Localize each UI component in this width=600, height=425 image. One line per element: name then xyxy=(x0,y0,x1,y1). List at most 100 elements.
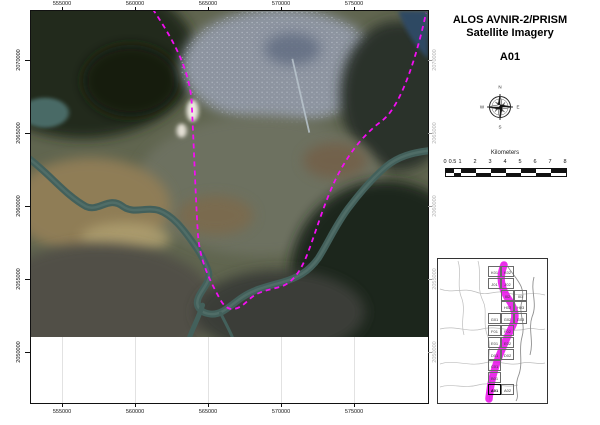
y-tick-label-left: 2070000 xyxy=(16,49,22,71)
x-tick-mark-bottom xyxy=(208,403,209,407)
inset-tile: E02 xyxy=(501,336,514,348)
scale-bar-segment xyxy=(491,169,506,173)
scale-bar-segment xyxy=(453,172,461,176)
scale-bar-segment xyxy=(551,172,566,176)
scale-tick-label: 3 xyxy=(488,159,492,165)
urban-speckle xyxy=(180,11,381,124)
river-branch-small xyxy=(219,311,234,337)
scale-bar-graphic xyxy=(445,168,567,177)
x-tick-label-bottom: 560000 xyxy=(125,409,145,415)
scale-tick-label: 4 xyxy=(503,159,507,165)
x-tick-label-bottom: 570000 xyxy=(271,409,291,415)
y-tick-mark-right xyxy=(428,60,432,61)
inset-tile: J01 xyxy=(488,277,501,289)
scale-bar-segment xyxy=(491,172,506,176)
inset-overview-map: K01 K02 J01 J02 I02 I03 H02 H03 G01 G02 G03 F01 F02 E… xyxy=(437,258,548,404)
y-tick-mark-right xyxy=(428,133,432,134)
margin-gridline xyxy=(62,337,63,403)
y-tick-mark-right xyxy=(428,206,432,207)
inset-tile: H03 xyxy=(514,301,527,313)
inset-tile: I03 xyxy=(514,289,527,301)
margin-gridline xyxy=(281,337,282,403)
map-title-line1: ALOS AVNIR-2/PRISM xyxy=(452,14,568,26)
y-tick-label-left: 2060000 xyxy=(16,195,22,217)
y-tick-label-left: 2065000 xyxy=(16,122,22,144)
compass-w-label: W xyxy=(479,104,485,110)
x-tick-label-top: 555000 xyxy=(52,1,72,7)
dark-plain-south xyxy=(195,270,366,337)
compass-star-icon xyxy=(486,93,514,121)
y-tick-mark-right xyxy=(428,352,432,353)
y-tick-mark-left xyxy=(25,133,30,134)
y-tick-label-left: 2050000 xyxy=(16,341,22,363)
scale-bar-segment xyxy=(521,172,536,176)
inset-tile: G02 xyxy=(501,313,514,325)
scene-boundary-dashed-line xyxy=(152,11,427,310)
satellite-swath-band xyxy=(485,261,519,403)
scale-bar-segment xyxy=(476,172,491,176)
scrubland-southwest xyxy=(31,243,216,337)
scale-bar-segment xyxy=(536,169,551,173)
y-tick-mark-left xyxy=(25,352,30,353)
scale-bar-segment xyxy=(461,172,476,176)
scale-bar-segment xyxy=(446,169,454,173)
x-tick-mark-top xyxy=(281,7,282,10)
satellite-image xyxy=(31,11,428,337)
compass-n-label: N xyxy=(498,84,502,90)
scale-tick-label: 1 xyxy=(458,159,462,165)
margin-gridline xyxy=(135,337,136,403)
x-tick-label-top: 570000 xyxy=(271,1,291,7)
river-branch xyxy=(187,302,206,337)
inset-tile: K01 xyxy=(488,266,501,277)
scale-bar-segment xyxy=(506,169,521,173)
inset-tile: C01 xyxy=(488,360,501,372)
dark-forest-knot xyxy=(82,44,179,117)
y-tick-mark-left xyxy=(25,60,30,61)
inset-tile: D02 xyxy=(501,348,514,360)
scale-tick-label: 6 xyxy=(533,159,537,165)
inset-tile: E01 xyxy=(488,336,501,348)
inset-tile: I02 xyxy=(501,289,514,301)
y-tick-mark-left xyxy=(25,206,30,207)
scale-tick-label: 5 xyxy=(518,159,522,165)
x-tick-mark-bottom xyxy=(281,403,282,407)
inset-tile: H02 xyxy=(501,301,514,313)
scale-bar-segment xyxy=(476,169,491,173)
water-patch-west xyxy=(31,97,69,128)
compass-rose: N S W E xyxy=(479,84,520,130)
margin-gridline xyxy=(208,337,209,403)
inset-tile: J02 xyxy=(501,277,514,289)
x-tick-mark-top xyxy=(208,7,209,10)
ridge-east xyxy=(340,20,428,171)
inset-tile: F01 xyxy=(488,325,501,336)
y-tick-label-left: 2055000 xyxy=(16,268,22,290)
x-tick-label-top: 575000 xyxy=(344,1,364,7)
inset-tile: A02 xyxy=(501,384,514,395)
x-tick-label-bottom: 575000 xyxy=(344,409,364,415)
inset-tile: D01 xyxy=(488,348,501,360)
x-tick-label-bottom: 555000 xyxy=(52,409,72,415)
urban-core xyxy=(264,32,321,65)
compass-s-label: S xyxy=(498,124,502,130)
cloud-patch xyxy=(176,123,187,138)
water-corner-northeast xyxy=(398,11,428,59)
x-tick-mark-top xyxy=(354,7,355,10)
map-margin-strip xyxy=(31,337,428,403)
x-tick-mark-bottom xyxy=(135,403,136,407)
brown-field-patch xyxy=(303,142,368,179)
x-tick-mark-bottom xyxy=(62,403,63,407)
scale-tick-label: 8 xyxy=(563,159,567,165)
scale-bar-segment xyxy=(521,169,536,173)
x-tick-mark-top xyxy=(135,7,136,10)
margin-gridline xyxy=(354,337,355,403)
inset-tile: K02 xyxy=(501,266,514,277)
scale-bar-segment xyxy=(551,169,566,173)
scale-tick-label: 7 xyxy=(548,159,552,165)
y-tick-mark-right xyxy=(428,279,432,280)
main-map-frame xyxy=(30,10,429,404)
bright-road-streak xyxy=(291,58,311,133)
scale-bar-segment xyxy=(506,172,521,176)
scale-bar-segment xyxy=(453,169,461,173)
y-tick-label-right: 2060000 xyxy=(432,195,438,217)
